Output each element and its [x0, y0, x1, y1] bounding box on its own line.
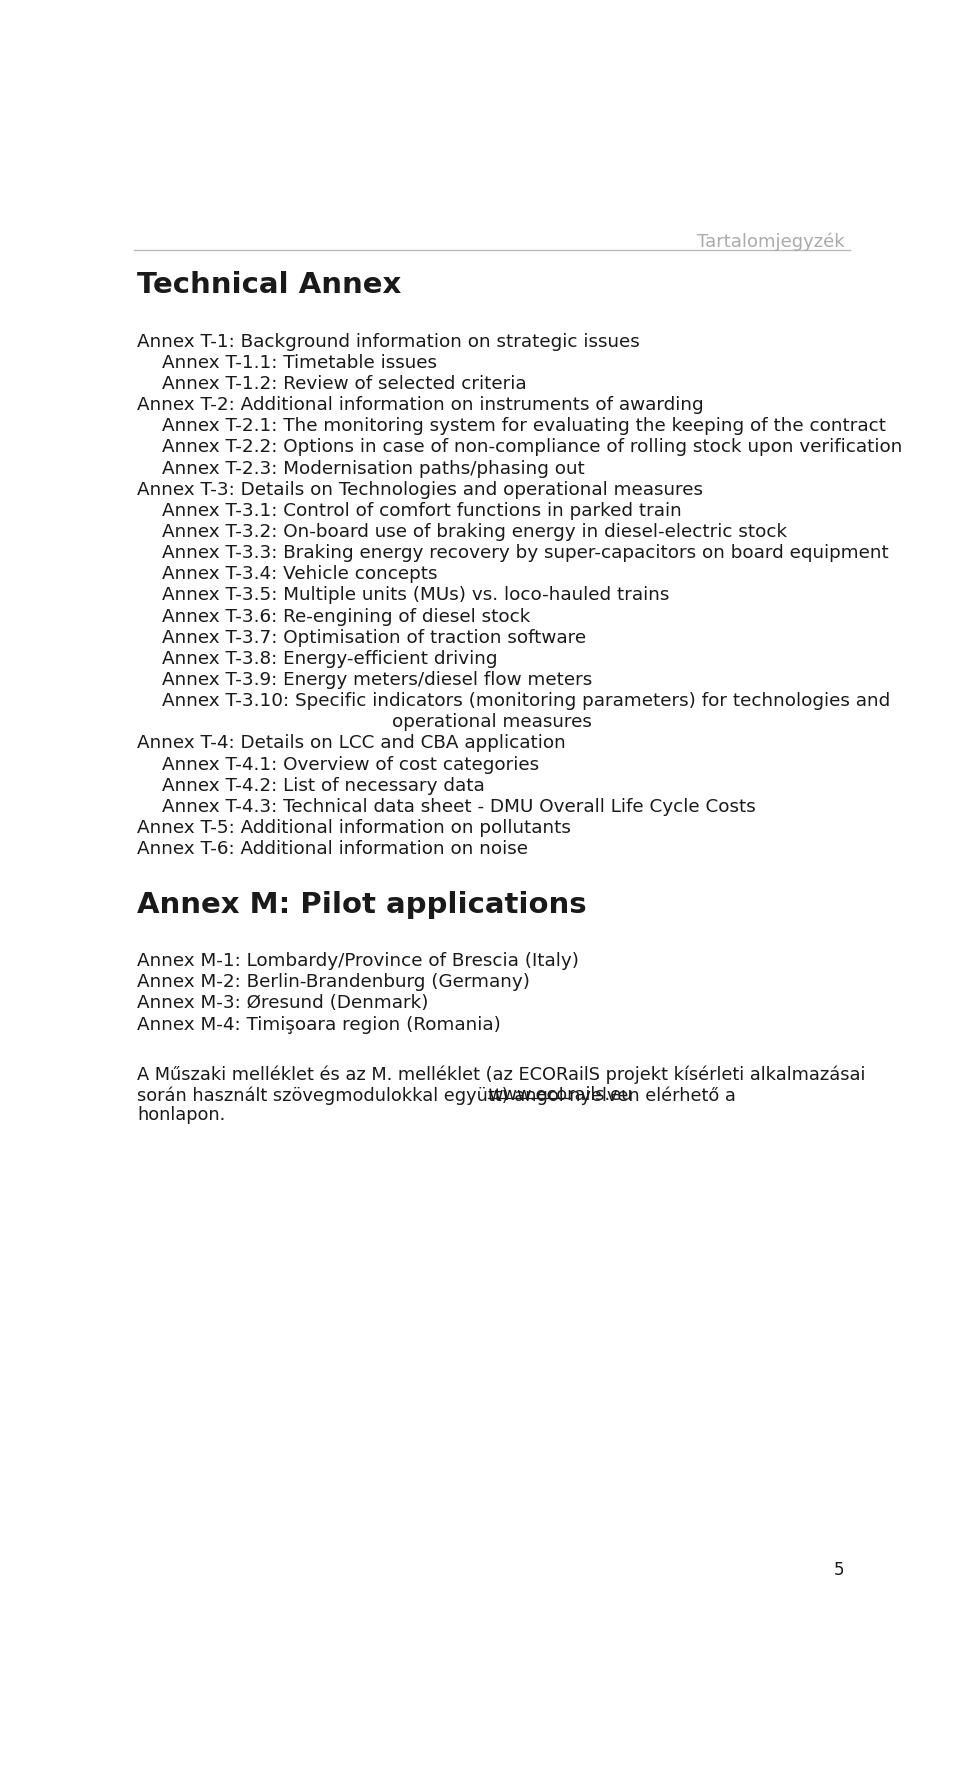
Text: Annex T-4.2: List of necessary data: Annex T-4.2: List of necessary data [162, 777, 485, 795]
Text: Annex T-2.2: Options in case of non-compliance of rolling stock upon verificatio: Annex T-2.2: Options in case of non-comp… [162, 439, 902, 457]
Text: Annex T-6: Additional information on noise: Annex T-6: Additional information on noi… [137, 840, 528, 858]
Text: Annex T-3.7: Optimisation of traction software: Annex T-3.7: Optimisation of traction so… [162, 629, 586, 647]
Text: Tartalomjegyzék: Tartalomjegyzék [697, 233, 845, 251]
Text: Annex T-3.6: Re-engining of diesel stock: Annex T-3.6: Re-engining of diesel stock [162, 607, 530, 625]
Text: Annex T-1: Background information on strategic issues: Annex T-1: Background information on str… [137, 333, 639, 351]
Text: Annex T-2.3: Modernisation paths/phasing out: Annex T-2.3: Modernisation paths/phasing… [162, 460, 585, 478]
Text: Annex T-3: Details on Technologies and operational measures: Annex T-3: Details on Technologies and o… [137, 480, 703, 498]
Text: Annex T-4.1: Overview of cost categories: Annex T-4.1: Overview of cost categories [162, 756, 539, 774]
Text: Annex T-3.9: Energy meters/diesel flow meters: Annex T-3.9: Energy meters/diesel flow m… [162, 672, 592, 690]
Text: Annex T-3.8: Energy-efficient driving: Annex T-3.8: Energy-efficient driving [162, 650, 497, 668]
Text: Annex M-2: Berlin-Brandenburg (Germany): Annex M-2: Berlin-Brandenburg (Germany) [137, 973, 530, 990]
Text: Annex T-3.3: Braking energy recovery by super-capacitors on board equipment: Annex T-3.3: Braking energy recovery by … [162, 544, 889, 562]
Text: Annex T-1.2: Review of selected criteria: Annex T-1.2: Review of selected criteria [162, 374, 526, 392]
Text: honlapon.: honlapon. [137, 1107, 226, 1125]
Text: Technical Annex: Technical Annex [137, 270, 401, 299]
Text: Annex T-1.1: Timetable issues: Annex T-1.1: Timetable issues [162, 355, 437, 373]
Text: Annex T-3.10: Specific indicators (monitoring parameters) for technologies and: Annex T-3.10: Specific indicators (monit… [162, 691, 890, 709]
Text: Annex M-1: Lombardy/Province of Brescia (Italy): Annex M-1: Lombardy/Province of Brescia … [137, 953, 579, 971]
Text: operational measures: operational measures [392, 713, 592, 731]
Text: Annex T-2: Additional information on instruments of awarding: Annex T-2: Additional information on ins… [137, 396, 704, 414]
Text: Annex T-3.4: Vehicle concepts: Annex T-3.4: Vehicle concepts [162, 566, 438, 584]
Text: 5: 5 [834, 1560, 845, 1578]
Text: során használt szövegmodulokkal együtt) angol nyelven elérhető a: során használt szövegmodulokkal együtt) … [137, 1085, 741, 1105]
Text: Annex T-3.2: On-board use of braking energy in diesel-electric stock: Annex T-3.2: On-board use of braking ene… [162, 523, 787, 541]
Text: Annex M-3: Øresund (Denmark): Annex M-3: Øresund (Denmark) [137, 994, 428, 1012]
Text: Annex T-4.3: Technical data sheet - DMU Overall Life Cycle Costs: Annex T-4.3: Technical data sheet - DMU … [162, 797, 756, 817]
Text: Annex M-4: Timişoara region (Romania): Annex M-4: Timişoara region (Romania) [137, 1015, 501, 1033]
Text: Annex T-3.5: Multiple units (MUs) vs. loco-hauled trains: Annex T-3.5: Multiple units (MUs) vs. lo… [162, 586, 669, 604]
Text: Annex T-2.1: The monitoring system for evaluating the keeping of the contract: Annex T-2.1: The monitoring system for e… [162, 417, 886, 435]
Text: Annex T-4: Details on LCC and CBA application: Annex T-4: Details on LCC and CBA applic… [137, 734, 565, 752]
Text: Annex M: Pilot applications: Annex M: Pilot applications [137, 890, 587, 919]
Text: www.ecorails.eu: www.ecorails.eu [489, 1085, 633, 1103]
Text: Annex T-5: Additional information on pollutants: Annex T-5: Additional information on pol… [137, 818, 571, 836]
Text: Annex T-3.1: Control of comfort functions in parked train: Annex T-3.1: Control of comfort function… [162, 501, 682, 519]
Text: A Műszaki melléklet és az M. melléklet (az ECORailS projekt kísérleti alkalmazás: A Műszaki melléklet és az M. melléklet (… [137, 1066, 865, 1084]
